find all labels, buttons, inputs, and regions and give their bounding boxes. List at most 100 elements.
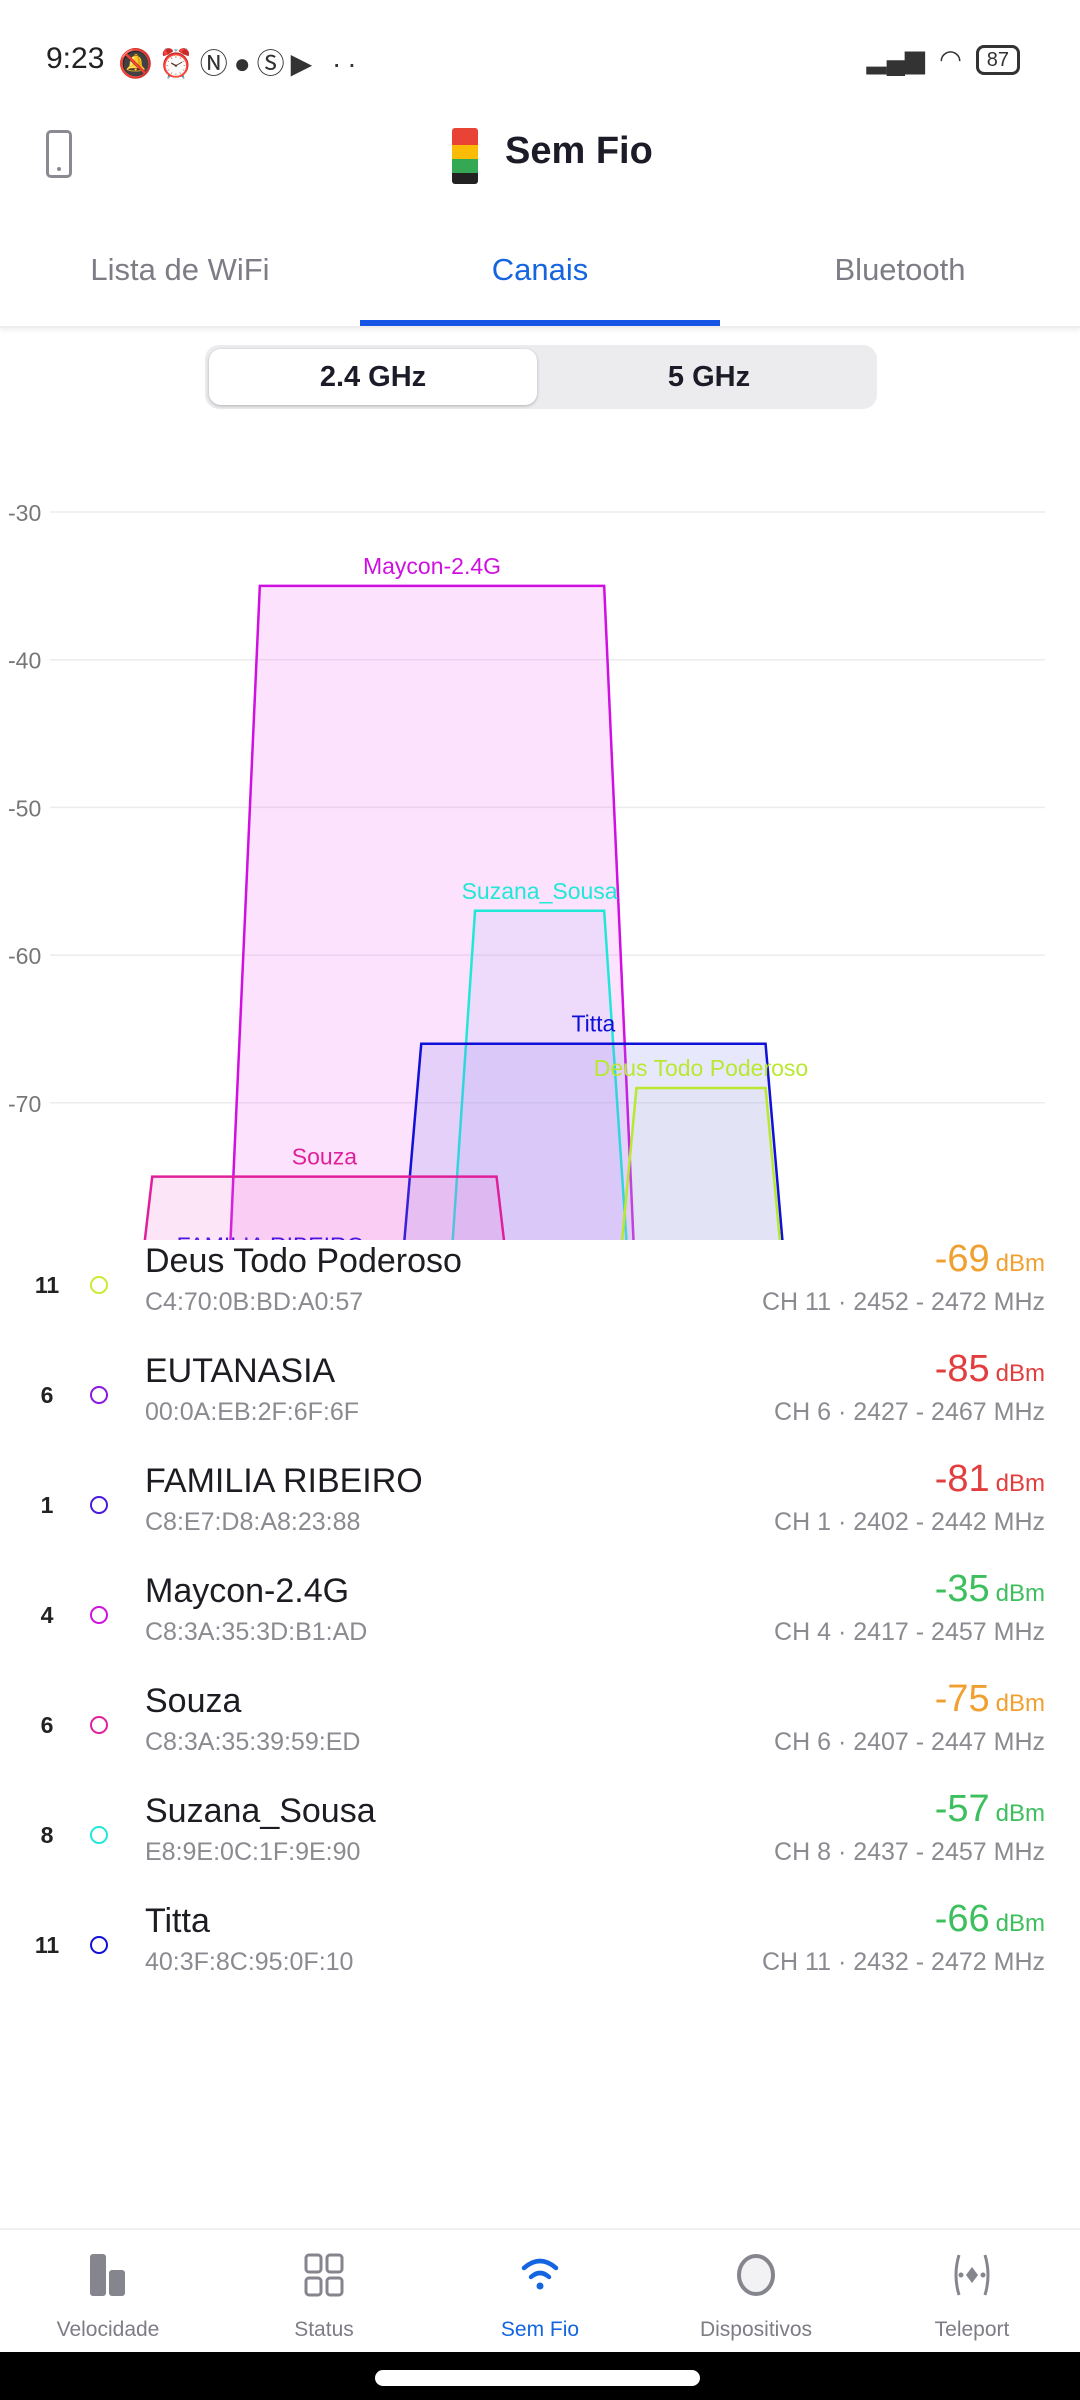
channel-number: 11 [34,1272,60,1298]
network-list-item[interactable]: 8 Suzana_Sousa E8:9E:0C:1F:9E:90 -57 dBm … [0,1788,1080,1898]
signal-unit: dBm [995,1910,1045,1937]
system-icons: ▂▄▆ ◠ 87 [867,44,1020,75]
status-bar: 9:23 🔕⏰Ⓝ●Ⓢ▶ ·· ▂▄▆ ◠ 87 [0,0,1080,120]
network-list-item[interactable]: 6 EUTANASIA 00:0A:EB:2F:6F:6F -85 dBm CH … [0,1348,1080,1458]
signal-strength: -69 dBm [935,1238,1045,1281]
home-indicator[interactable] [375,2370,700,2386]
gesture-bar [0,2352,1080,2400]
channel-chart: -30-40-50-60-70-80-90Maycon-2.4GSuzana_S… [8,500,1045,1241]
network-signal-shape [620,1086,782,1240]
channel-frequency: CH 11 · 2452 - 2472 MHz [762,1288,1045,1316]
clock: 9:23 [46,42,105,75]
network-list-item[interactable]: 11 Deus Todo Poderoso C4:70:0B:BD:A0:57 … [0,1238,1080,1348]
nav-label: Velocidade [56,2318,160,2341]
signal-strength: -66 dBm [935,1898,1045,1941]
battery-icon: 87 [975,44,1020,75]
network-name: FAMILIA RIBEIRO [145,1462,423,1500]
network-label: FAMILIA RIBEIRO [177,1232,365,1240]
band-2-4ghz-button[interactable]: 2.4 GHz [209,349,537,405]
network-signal-shape [143,1175,506,1240]
signal-value: -57 [934,1788,990,1830]
app-logo-icon [452,128,478,184]
signal-unit: dBm [995,1800,1045,1827]
channel-number: 6 [40,1712,54,1738]
signal-strength: -75 dBm [935,1678,1045,1721]
channel-number: 4 [40,1602,54,1628]
network-color-dot-icon [90,1496,108,1514]
signal-strength: -85 dBm [935,1348,1045,1391]
nav-teleport[interactable]: Teleport [864,2230,1080,2354]
channel-frequency: CH 8 · 2437 - 2457 MHz [774,1838,1045,1866]
signal-strength: -81 dBm [935,1458,1045,1501]
nav-velocidade[interactable]: Velocidade [0,2230,216,2354]
signal-strength: -57 dBm [935,1788,1045,1831]
network-name: Titta [145,1902,210,1940]
wifi-status-icon: ◠ [939,44,962,74]
signal-unit: dBm [995,1360,1045,1387]
network-list-item[interactable]: 4 Maycon-2.4G C8:3A:35:3D:B1:AD -35 dBm C… [0,1568,1080,1678]
signal-icon: ▂▄▆ [866,44,926,74]
network-list-item[interactable]: 1 FAMILIA RIBEIRO C8:E7:D8:A8:23:88 -81 d… [0,1458,1080,1568]
network-color-dot-icon [90,1606,108,1624]
page-title: Sem Fio [505,130,653,172]
signal-unit: dBm [995,1250,1045,1277]
nav-label: Teleport [934,2318,1010,2341]
teleport-icon [954,2254,990,2296]
network-list-item[interactable]: 11 Titta 40:3F:8C:95:0F:10 -66 dBm CH 11 … [0,1898,1080,2008]
signal-value: -69 [934,1238,990,1280]
grid-icon [304,2253,344,2297]
y-tick-label: -50 [8,795,41,821]
network-mac: C8:E7:D8:A8:23:88 [145,1508,361,1536]
devices-circle-icon [737,2254,775,2296]
network-color-dot-icon [90,1276,108,1294]
network-signal-shape [229,584,635,1240]
tab-bluetooth[interactable]: Bluetooth [834,252,966,287]
signal-unit: dBm [995,1580,1045,1607]
network-color-dot-icon [90,1936,108,1954]
y-tick-label: -60 [8,943,41,969]
signal-unit: dBm [995,1470,1045,1497]
tab-bar: Lista de WiFi Canais Bluetooth [0,240,1080,328]
notification-icons: 🔕⏰Ⓝ●Ⓢ▶ ·· [118,48,363,79]
nav-label: Status [294,2318,354,2341]
network-label: Titta [571,1011,615,1037]
active-tab-indicator [360,320,720,326]
network-label: Deus Todo Poderoso [594,1055,808,1081]
network-name: Deus Todo Poderoso [145,1242,462,1280]
network-mac: 00:0A:EB:2F:6F:6F [145,1398,359,1426]
y-tick-label: -80 [8,1239,41,1241]
signal-value: -66 [934,1898,990,1940]
network-mac: C8:3A:35:3D:B1:AD [145,1618,368,1646]
nav-status[interactable]: Status [216,2230,432,2354]
channel-frequency: CH 11 · 2432 - 2472 MHz [762,1948,1045,1976]
network-label: Souza [292,1144,357,1170]
y-tick-label: -30 [8,500,41,526]
network-mac: E8:9E:0C:1F:9E:90 [145,1838,361,1866]
channel-frequency: CH 4 · 2417 - 2457 MHz [774,1618,1045,1646]
network-signal-shape [451,909,628,1240]
tab-channels[interactable]: Canais [491,252,589,287]
network-color-dot-icon [90,1716,108,1734]
network-color-dot-icon [90,1386,108,1404]
channel-frequency: CH 1 · 2402 - 2442 MHz [774,1508,1045,1536]
tab-wifi-list[interactable]: Lista de WiFi [90,252,270,287]
speed-bars-icon [90,2254,125,2296]
channel-number: 8 [40,1822,54,1848]
wifi-icon [521,2258,559,2290]
channel-number: 11 [34,1932,60,1958]
network-name: Suzana_Sousa [145,1792,376,1830]
network-label: Suzana_Sousa [462,878,618,904]
band-selector: 2.4 GHz 5 GHz [205,345,877,409]
nav-dispositivos[interactable]: Dispositivos [648,2230,864,2354]
channel-frequency: CH 6 · 2427 - 2467 MHz [774,1398,1045,1426]
signal-value: -81 [934,1458,990,1500]
network-name: Maycon-2.4G [145,1572,350,1610]
device-icon[interactable] [46,130,72,178]
y-tick-label: -70 [8,1091,41,1117]
network-list-item[interactable]: 6 Souza C8:3A:35:39:59:ED -75 dBm CH 6 · … [0,1678,1080,1788]
nav-sem-fio[interactable]: Sem Fio [432,2230,648,2354]
nav-label: Dispositivos [699,2318,813,2341]
channel-number: 1 [40,1492,54,1518]
band-5ghz-button[interactable]: 5 GHz [667,361,751,393]
network-mac: C4:70:0B:BD:A0:57 [145,1288,364,1316]
